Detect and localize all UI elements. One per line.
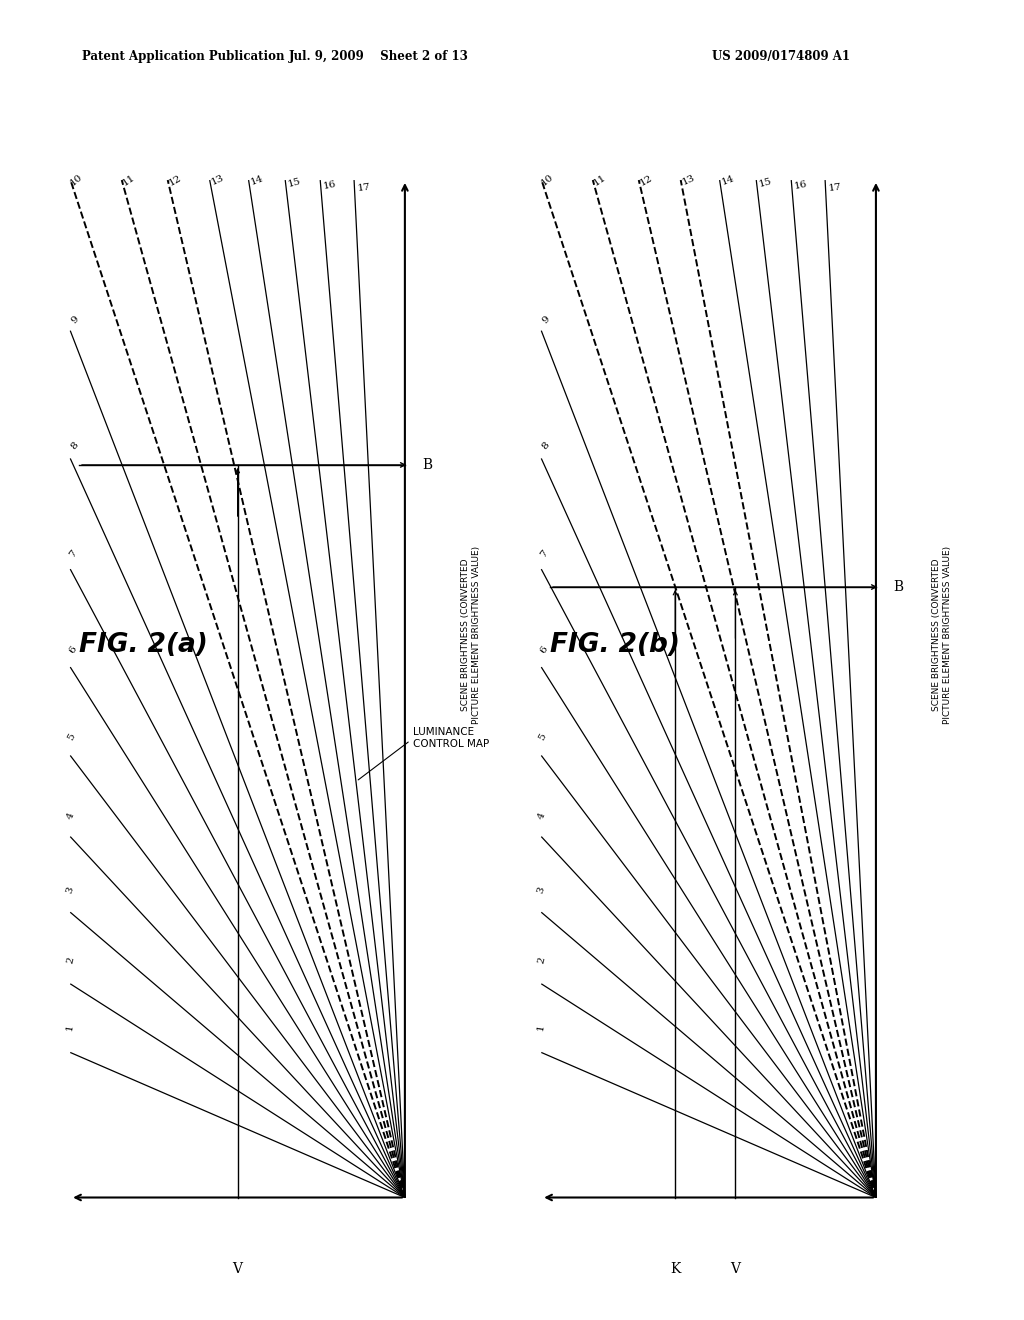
Text: 16: 16: [323, 180, 338, 191]
Text: LUMINANCE
CONTROL MAP: LUMINANCE CONTROL MAP: [358, 727, 489, 780]
Text: 14: 14: [250, 174, 265, 187]
Text: SCENE BRIGHTNESS (CONVERTED
PICTURE ELEMENT BRIGHTNESS VALUE): SCENE BRIGHTNESS (CONVERTED PICTURE ELEM…: [461, 545, 480, 723]
Text: 10: 10: [69, 173, 84, 187]
Text: 9: 9: [541, 314, 552, 326]
Text: 11: 11: [592, 173, 607, 187]
Text: 5: 5: [66, 731, 77, 742]
Text: 12: 12: [167, 173, 183, 187]
Text: FIG. 2(a): FIG. 2(a): [79, 632, 208, 659]
Text: SCENE BRIGHTNESS (CONVERTED
PICTURE ELEMENT BRIGHTNESS VALUE): SCENE BRIGHTNESS (CONVERTED PICTURE ELEM…: [932, 545, 951, 723]
Text: 9: 9: [70, 314, 81, 326]
Text: Jul. 9, 2009    Sheet 2 of 13: Jul. 9, 2009 Sheet 2 of 13: [289, 50, 469, 63]
Text: 4: 4: [66, 812, 76, 821]
Text: 3: 3: [536, 886, 547, 895]
Text: V: V: [232, 1262, 243, 1276]
Text: 11: 11: [121, 173, 136, 187]
Text: 5: 5: [537, 731, 548, 742]
Text: 17: 17: [357, 182, 372, 193]
Text: 14: 14: [721, 174, 736, 187]
Text: 15: 15: [758, 177, 773, 189]
Text: Patent Application Publication: Patent Application Publication: [82, 50, 285, 63]
Text: 7: 7: [539, 549, 550, 560]
Text: 2: 2: [66, 956, 76, 965]
Text: 1: 1: [66, 1023, 75, 1032]
Text: 15: 15: [287, 177, 302, 189]
Text: 3: 3: [65, 886, 76, 895]
Text: 16: 16: [794, 180, 809, 191]
Text: FIG. 2(b): FIG. 2(b): [550, 632, 680, 659]
Text: K: K: [670, 1262, 680, 1276]
Text: 4: 4: [537, 812, 547, 821]
Text: 8: 8: [69, 440, 80, 451]
Text: B: B: [423, 458, 432, 473]
Text: 1: 1: [537, 1023, 546, 1032]
Text: B: B: [894, 579, 903, 594]
Text: 8: 8: [540, 440, 551, 451]
Text: 17: 17: [828, 182, 843, 193]
Text: 6: 6: [538, 645, 549, 656]
Text: 6: 6: [67, 645, 78, 656]
Text: 13: 13: [681, 173, 696, 187]
Text: US 2009/0174809 A1: US 2009/0174809 A1: [712, 50, 850, 63]
Text: 13: 13: [210, 173, 225, 187]
Text: 7: 7: [68, 549, 79, 560]
Text: 2: 2: [537, 956, 547, 965]
Text: V: V: [730, 1262, 740, 1276]
Text: 12: 12: [638, 173, 654, 187]
Text: 10: 10: [540, 173, 555, 187]
